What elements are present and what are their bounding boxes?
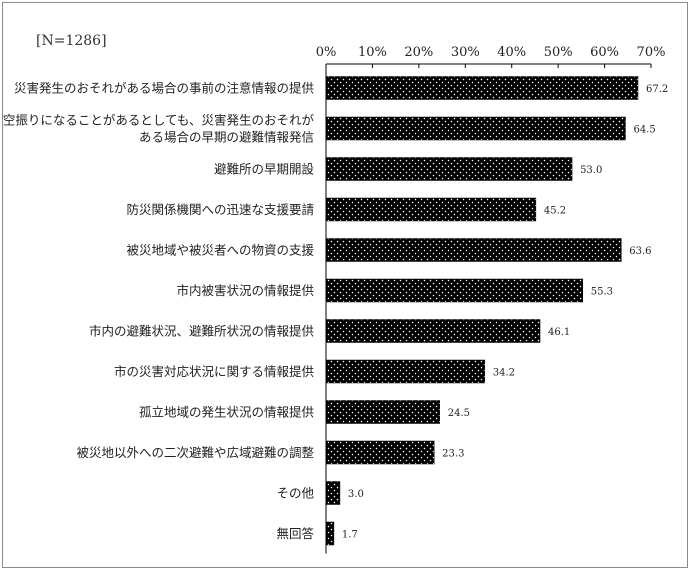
category-label: 防災関係機関への迅速な支援要請 <box>126 202 314 217</box>
data-label: 64.5 <box>633 125 655 136</box>
x-tick-label: 30% <box>451 45 480 60</box>
category-label: 市の災害対応状況に関する情報提供 <box>114 364 314 379</box>
bar-row: 市の災害対応状況に関する情報提供 34.2 <box>114 359 515 384</box>
x-tick-label: 40% <box>497 45 526 60</box>
bar <box>325 197 537 222</box>
bar <box>325 440 435 465</box>
bar <box>325 359 486 384</box>
x-tick-label: 50% <box>544 45 573 60</box>
bar-row: 避難所の早期開設 53.0 <box>214 157 602 181</box>
bar-row: 市内被害状況の情報提供 55.3 <box>176 278 613 303</box>
bar-row: その他 3.0 <box>276 481 364 505</box>
category-label: 孤立地域の発生状況の情報提供 <box>139 405 314 420</box>
data-label: 67.2 <box>646 84 668 95</box>
x-axis: 0% 10% 20% 30% 40% 50% 60% 70% <box>316 45 666 554</box>
bar <box>325 157 573 181</box>
x-tick-label: 20% <box>404 45 433 60</box>
data-label: 34.2 <box>493 368 515 379</box>
category-label: 無回答 <box>276 526 314 541</box>
x-tick-label: 70% <box>637 45 666 60</box>
category-label: ある場合の早期の避難情報発信 <box>139 130 314 145</box>
bar <box>325 238 622 262</box>
category-label: 被災地域や被災者への物資の支援 <box>126 243 314 258</box>
category-label: 災害発生のおそれがある場合の事前の注意情報の提供 <box>14 81 314 96</box>
category-label: 市内の避難状況、避難所状況の情報提供 <box>89 324 314 339</box>
x-tick-label: 10% <box>358 45 387 60</box>
bar <box>325 319 541 343</box>
bar-row: 無回答 1.7 <box>276 521 358 546</box>
bar-row: 市内の避難状況、避難所状況の情報提供 46.1 <box>89 319 570 343</box>
x-tick-label: 60% <box>590 45 619 60</box>
data-label: 23.3 <box>442 449 464 460</box>
bar <box>325 521 335 546</box>
data-label: 63.6 <box>629 246 651 257</box>
bar <box>325 76 639 100</box>
data-label: 1.7 <box>342 530 358 541</box>
data-label: 24.5 <box>448 408 470 419</box>
bar-row: 孤立地域の発生状況の情報提供 24.5 <box>139 400 470 424</box>
data-label: 3.0 <box>348 489 364 500</box>
bar-row: 防災関係機関への迅速な支援要請 45.2 <box>126 197 566 222</box>
bar <box>325 116 626 141</box>
category-label: 避難所の早期開設 <box>214 162 315 177</box>
bar <box>325 481 341 505</box>
category-label: 市内被害状況の情報提供 <box>176 283 314 298</box>
bar <box>325 278 583 303</box>
category-label: その他 <box>276 486 314 501</box>
bar-row: 災害発生のおそれがある場合の事前の注意情報の提供 67.2 <box>14 76 668 100</box>
sample-size-label: [N=1286] <box>36 33 107 49</box>
x-tick-label: 0% <box>316 45 337 60</box>
bar-row: 被災地域や被災者への物資の支援 63.6 <box>126 238 652 262</box>
bar-row: 被災地以外への二次避難や広域避難の調整 23.3 <box>76 440 464 465</box>
data-label: 45.2 <box>544 206 566 217</box>
data-label: 55.3 <box>591 287 613 298</box>
data-label: 46.1 <box>548 327 570 338</box>
bar <box>325 400 440 424</box>
data-label: 53.0 <box>580 165 602 176</box>
category-label: 被災地以外への二次避難や広域避難の調整 <box>76 445 314 460</box>
bars: 災害発生のおそれがある場合の事前の注意情報の提供 67.2 空振りになることがあると… <box>3 76 668 546</box>
category-label: 空振りになることがあるとしても、災害発生のおそれが <box>3 113 315 128</box>
